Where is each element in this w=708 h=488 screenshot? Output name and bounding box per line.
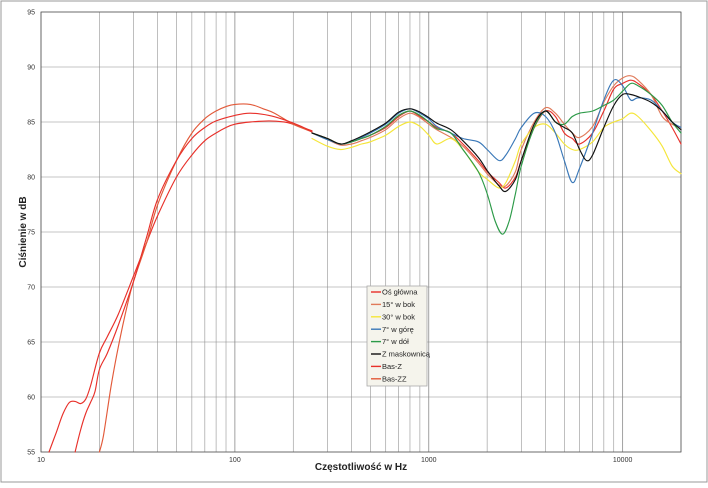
- legend: Oś główna 15° w bok 30° w bok 7° w górę 7° w…: [367, 286, 431, 386]
- y-axis-label: Ciśnienie w dB: [18, 196, 29, 267]
- legend-label: 7° w dół: [382, 337, 409, 346]
- y-tick-label: 65: [27, 340, 35, 347]
- x-axis-label: Częstotliwość w Hz: [315, 462, 407, 473]
- y-tick-label: 80: [27, 175, 35, 182]
- y-tick-label: 70: [27, 285, 35, 292]
- x-tick-label: 100: [229, 457, 241, 464]
- y-tick-label: 85: [27, 120, 35, 127]
- x-tick-label: 1000: [421, 457, 437, 464]
- legend-label: 15° w bok: [382, 300, 415, 309]
- x-tick-label: 10000: [613, 457, 633, 464]
- legend-label: Bas-ZZ: [382, 374, 407, 383]
- y-tick-label: 55: [27, 450, 35, 457]
- x-tick-label: 10: [37, 457, 45, 464]
- y-tick-label: 60: [27, 395, 35, 402]
- y-tick-label: 95: [27, 10, 35, 17]
- legend-label: 30° w bok: [382, 312, 415, 321]
- y-tick-label: 90: [27, 65, 35, 72]
- legend-label: Bas-Z: [382, 362, 402, 371]
- legend-label: 7° w górę: [382, 325, 414, 334]
- legend-label: Oś główna: [382, 288, 418, 297]
- legend-label: Z maskownicą: [382, 350, 431, 359]
